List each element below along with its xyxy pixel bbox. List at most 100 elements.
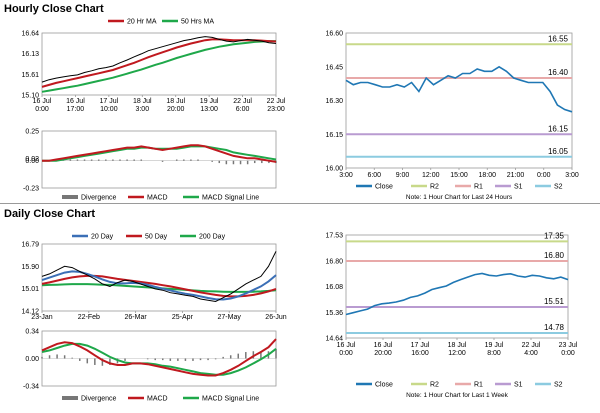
close-week-x-tick: 17 Jul 16:00 <box>411 342 430 357</box>
close-24h-legend-r1: R1 <box>474 184 483 191</box>
hourly-price-x-tick: 16 Jul 0:00 <box>33 98 52 113</box>
hourly-price-line-close <box>41 36 277 83</box>
close-24h-y-tick: 16.60 <box>325 31 343 38</box>
hourly-macd-y-tick: 0.02 <box>25 156 39 163</box>
close-24h-x-tick: 6:00 <box>367 172 381 179</box>
hourly-macd-line-macd <box>42 144 277 163</box>
hourly-price-x-tick: 16 Jul 17:00 <box>66 98 85 113</box>
hourly-price-x-tick: 22 Jul 6:00 <box>233 98 252 113</box>
daily-macd-y-tick: 0.34 <box>25 329 39 336</box>
daily-price-x-tick: 23-Jan <box>31 314 53 321</box>
close-24h-x-tick: 0:00 <box>537 172 551 179</box>
close-week-level-label-s1: 15.51 <box>544 297 565 306</box>
daily-legend-divergence: Divergence <box>81 396 117 403</box>
close-24h-x-tick: 15:00 <box>450 172 468 179</box>
daily-price-x-tick: 27-May <box>218 314 242 321</box>
daily-price-frame <box>41 243 277 312</box>
close-week-legend-close: Close <box>375 382 393 389</box>
close-24h-frame <box>345 32 573 169</box>
close-week-legend-r2: R2 <box>430 382 439 389</box>
hourly-price-x-tick: 18 Jul 20:00 <box>166 98 185 113</box>
close-24h-x-tick: 12:00 <box>422 172 440 179</box>
daily-price-x-tick: 26-Jun <box>265 314 287 321</box>
daily-legend-macd: MACD <box>147 396 168 403</box>
hourly-legend-macd-signal: MACD Signal Line <box>202 195 259 202</box>
close-week-legend-s2: S2 <box>554 382 563 389</box>
close-week-x-tick: 19 Jul 8:00 <box>485 342 504 357</box>
close-24h-x-tick: 21:00 <box>507 172 525 179</box>
close-week-x-tick: 16 Jul 20:00 <box>374 342 393 357</box>
close-24h-legend-s2: S2 <box>554 184 563 191</box>
hourly-macd-y-tick: 0.00 <box>25 158 39 165</box>
hourly-legend-divergence: Divergence <box>81 195 117 202</box>
daily-price-y-tick: 15.01 <box>21 286 39 293</box>
daily-price-x-tick: 26-Mar <box>125 314 148 321</box>
daily-macd-y-tick: 0.00 <box>25 356 39 363</box>
close-24h-level-label-s2: 16.05 <box>548 147 569 156</box>
close-week-x-tick: 22 Jul 4:00 <box>522 342 541 357</box>
hourly-price-x-tick: 19 Jul 13:00 <box>200 98 219 113</box>
close-24h-y-tick: 16.30 <box>325 98 343 105</box>
daily-section-title: Daily Close Chart <box>4 208 96 220</box>
close-week-x-tick: 16 Jul 0:00 <box>337 342 356 357</box>
close-week-y-tick: 14.64 <box>325 336 343 343</box>
hourly-price-y-tick: 16.13 <box>21 51 39 58</box>
hourly-legend-50hrs-ma: 50 Hrs MA <box>181 19 214 26</box>
close-24h-y-tick: 16.00 <box>325 166 343 173</box>
close-24h-y-tick: 16.15 <box>325 132 343 139</box>
daily-price-y-tick: 14.12 <box>21 309 39 316</box>
close-24h-close-line <box>345 65 573 113</box>
close-week-y-tick: 16.08 <box>325 284 343 291</box>
hourly-price-frame <box>41 32 277 96</box>
close-week-level-label-r1: 16.80 <box>544 251 565 260</box>
daily-legend-200-day: 200 Day <box>199 234 226 241</box>
hourly-price-y-tick: 16.64 <box>21 31 39 38</box>
close-24h-x-tick: 9:00 <box>396 172 410 179</box>
close-24h-level-label-r2: 16.55 <box>548 34 569 43</box>
daily-macd-line-macd <box>41 338 277 377</box>
hourly-legend-20hr-ma: 20 Hr MA <box>127 19 157 26</box>
close-week-x-tick: 18 Jul 12:00 <box>448 342 467 357</box>
close-week-close-line <box>345 272 569 316</box>
hourly-price-x-tick: 17 Jul 10:00 <box>100 98 119 113</box>
close-week-note: Note: 1 Hour Chart for Last 1 Week <box>406 392 509 399</box>
close-24h-legend-close: Close <box>375 184 393 191</box>
close-24h-y-tick: 16.45 <box>325 64 343 71</box>
close-week-y-tick: 17.53 <box>325 233 343 240</box>
section-separator <box>0 203 600 204</box>
hourly-legend-macd: MACD <box>147 195 168 202</box>
hourly-macd-y-tick: 0.25 <box>25 129 39 136</box>
close-24h-x-tick: 18:00 <box>478 172 496 179</box>
daily-price-x-tick: 22-Feb <box>78 314 100 321</box>
close-week-legend-r1: R1 <box>474 382 483 389</box>
close-week-level-label-r2: 17.35 <box>544 231 565 240</box>
close-week-legend-s1: S1 <box>514 382 523 389</box>
daily-legend-50-day: 50 Day <box>145 234 168 241</box>
daily-price-line-close <box>41 251 277 303</box>
hourly-section-title: Hourly Close Chart <box>4 3 104 15</box>
daily-macd-y-tick: -0.34 <box>23 384 39 391</box>
daily-price-y-tick: 15.90 <box>21 264 39 271</box>
daily-legend-macd-signal: MACD Signal Line <box>202 396 259 403</box>
hourly-price-x-tick: 18 Jul 3:00 <box>133 98 152 113</box>
close-week-y-tick: 15.36 <box>325 310 343 317</box>
hourly-price-y-tick: 15.61 <box>21 72 39 79</box>
close-24h-level-label-r1: 16.40 <box>548 68 569 77</box>
hourly-price-y-tick: 15.10 <box>21 93 39 100</box>
daily-macd-line-macd-signal-line <box>41 342 277 376</box>
close-24h-note: Note: 1 Hour Chart for Last 24 Hours <box>406 194 513 201</box>
hourly-price-x-tick: 22 Jul 23:00 <box>267 98 286 113</box>
close-24h-x-tick: 3:00 <box>339 172 353 179</box>
daily-legend-20-day: 20 Day <box>91 234 114 241</box>
hourly-price-line-20-hr-ma <box>41 38 277 88</box>
close-week-x-tick: 23 Jul 0:00 <box>559 342 578 357</box>
close-24h-legend-r2: R2 <box>430 184 439 191</box>
hourly-price-line-50-hrs-ma <box>41 40 276 93</box>
close-24h-legend-s1: S1 <box>514 184 523 191</box>
close-24h-x-tick: 3:00 <box>565 172 579 179</box>
close-24h-level-label-s1: 16.15 <box>548 124 569 133</box>
daily-price-x-tick: 25-Apr <box>172 314 194 321</box>
daily-price-y-tick: 16.79 <box>21 242 39 249</box>
close-week-frame <box>345 234 569 339</box>
